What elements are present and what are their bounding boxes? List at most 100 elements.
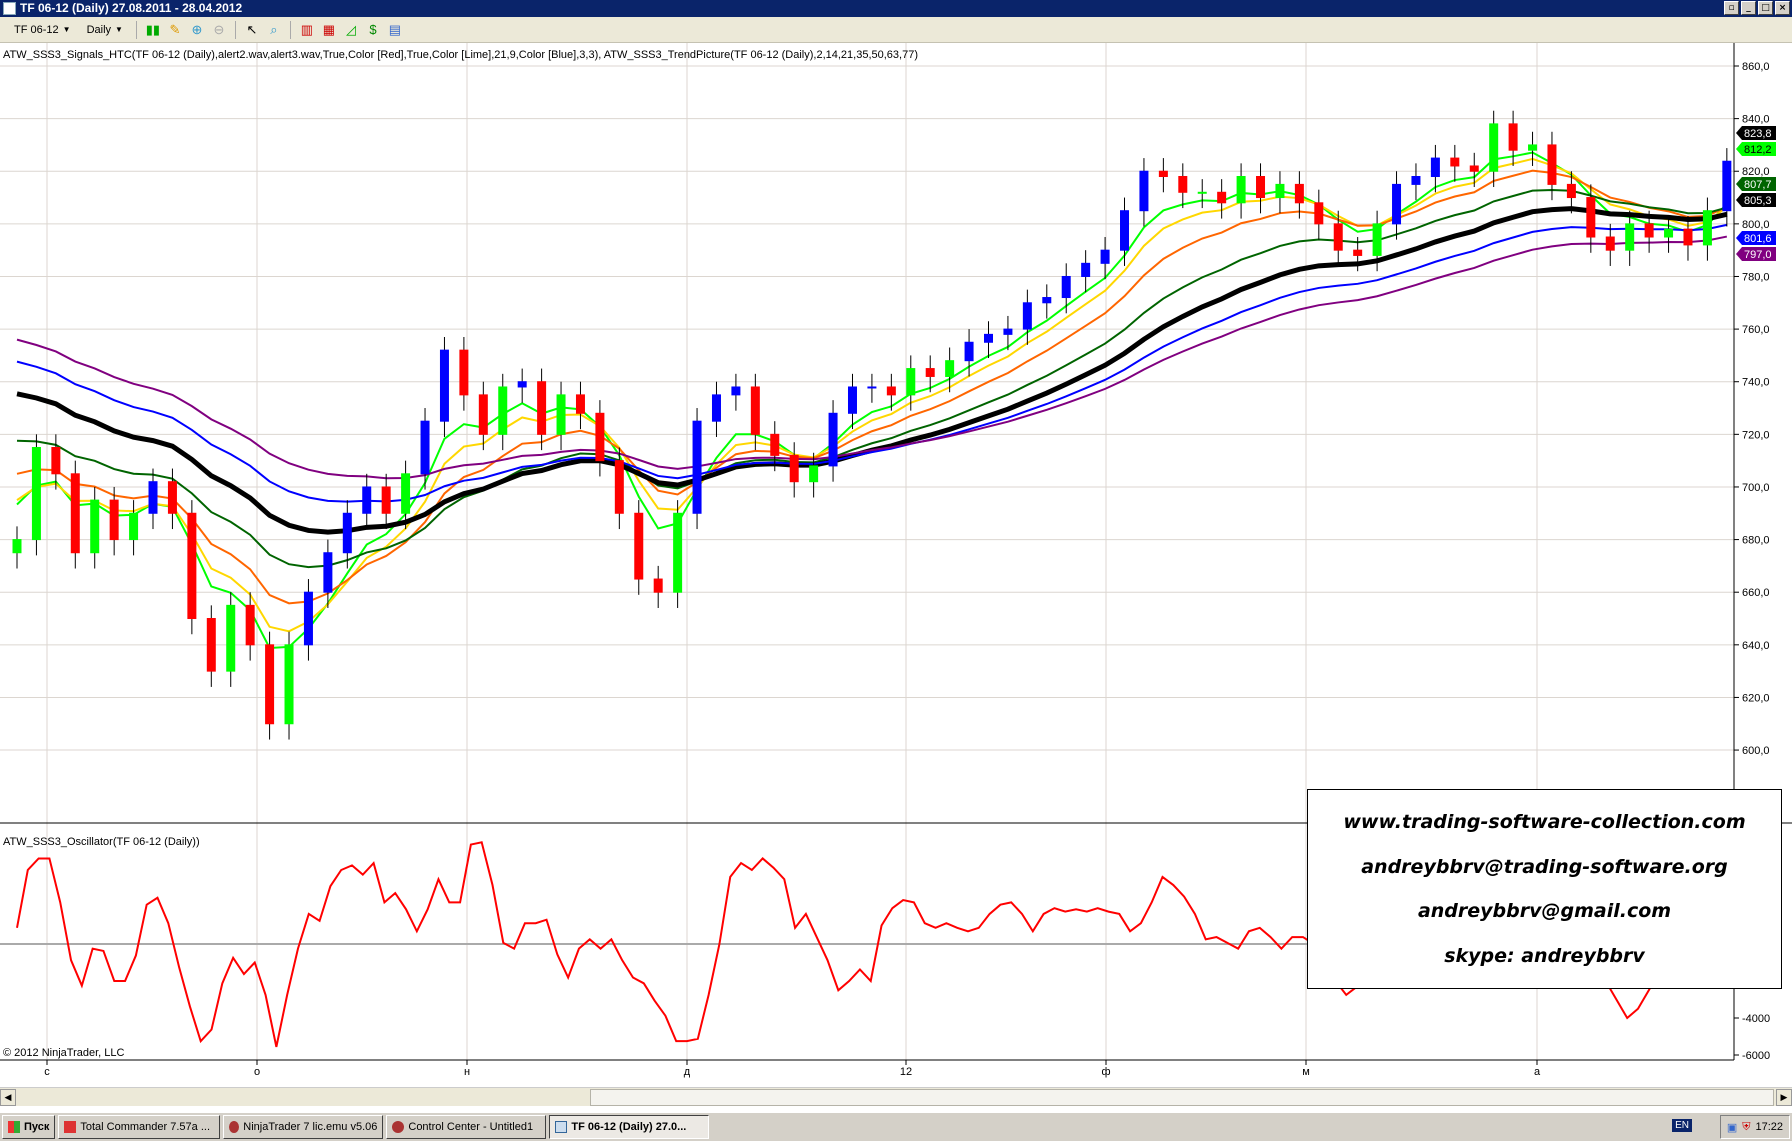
y-tick-label: 700,0 — [1742, 482, 1770, 494]
candle-body — [964, 341, 974, 362]
candle-body — [420, 420, 430, 475]
start-button[interactable]: Пуск — [2, 1115, 56, 1139]
watermark-line: skype: andreybbrv — [1444, 944, 1645, 967]
horizontal-scrollbar[interactable]: ◀ ▶ — [0, 1087, 1792, 1106]
last-value-tag — [1736, 193, 1776, 207]
window-title-bar: TF 06-12 (Daily) 27.08.2011 - 28.04.2012… — [0, 0, 1792, 17]
instrument-label: TF 06-12 — [14, 23, 59, 36]
candle-body — [90, 499, 100, 554]
x-axis-label: 12 — [899, 1066, 913, 1078]
chart-icon — [555, 1121, 568, 1133]
moving-average-line — [16, 169, 1728, 605]
candle-body — [1644, 223, 1654, 238]
maximize-button[interactable]: □ — [1758, 1, 1773, 15]
minimize-button[interactable]: _ — [1741, 1, 1756, 15]
candle-body — [750, 386, 760, 435]
candle-body — [789, 454, 799, 483]
last-value-label: 823,8 — [1744, 128, 1772, 140]
zoom-out-icon[interactable]: ⊖ — [213, 21, 225, 37]
last-value-label: 797,0 — [1744, 249, 1772, 261]
candle-body — [51, 446, 61, 475]
taskbar-item-total-commander[interactable]: Total Commander 7.57a ... — [58, 1115, 221, 1139]
close-button[interactable]: × — [1775, 1, 1790, 15]
y-tick-label: 740,0 — [1742, 377, 1770, 389]
candle-body — [1217, 191, 1227, 204]
candle-body — [1625, 223, 1635, 251]
candle-body — [148, 481, 158, 514]
y-tick-label: 860,0 — [1742, 61, 1770, 73]
chart-app-icon — [3, 2, 16, 15]
candle-body — [1469, 165, 1479, 172]
y-tick-label: 840,0 — [1742, 114, 1770, 126]
candle-body — [828, 412, 838, 467]
chart-style-icon[interactable]: ▮▮ — [145, 21, 161, 37]
candle-body — [556, 394, 566, 435]
taskbar-item-ninjatrader[interactable]: NinjaTrader 7 lic.emu v5.06 — [223, 1115, 384, 1139]
candle-body — [187, 512, 197, 620]
strategies-icon[interactable]: ◿ — [345, 21, 356, 37]
shield-icon[interactable]: ⛨ — [1742, 1120, 1751, 1133]
instrument-dropdown[interactable]: TF 06-12 ▼ — [8, 24, 77, 36]
candle-body — [906, 368, 916, 396]
y-tick-label: 680,0 — [1742, 535, 1770, 547]
moving-average-line — [16, 235, 1728, 480]
scroll-thumb[interactable] — [590, 1089, 1774, 1106]
pencil-icon[interactable]: ✎ — [169, 21, 181, 37]
last-value-label: 805,3 — [1744, 195, 1772, 207]
cursor-icon[interactable]: ↖ — [246, 21, 258, 37]
period-dropdown[interactable]: Daily ▼ — [81, 24, 129, 36]
dollar-icon[interactable]: $ — [369, 22, 377, 37]
chart-toolbar: TF 06-12 ▼ Daily ▼ ▮▮ ✎ ⊕ ⊖ ↖ ⌕ ▥ ▦ ◿ $ ▤ — [0, 17, 1792, 43]
candle-body — [342, 512, 352, 554]
candle-body — [1586, 197, 1596, 238]
data-series-icon[interactable]: ▥ — [300, 21, 314, 37]
osc-y-tick-label: -4000 — [1742, 1013, 1770, 1025]
properties-icon[interactable]: ▤ — [388, 21, 402, 37]
watermark-line: andreybbrv@gmail.com — [1417, 900, 1672, 923]
x-axis-label: м — [1302, 1066, 1310, 1078]
moving-average-line — [16, 188, 1728, 569]
last-value-tag — [1736, 231, 1776, 245]
candle-body — [1003, 328, 1013, 335]
taskbar-item-control-center[interactable]: Control Center - Untitled1 — [386, 1115, 547, 1139]
candle-body — [1120, 210, 1130, 251]
scroll-left-button[interactable]: ◀ — [0, 1089, 16, 1106]
x-axis-label: а — [1533, 1066, 1541, 1078]
candle-body — [634, 512, 644, 580]
candle-body — [1528, 144, 1538, 151]
candle-body — [809, 465, 819, 483]
last-value-tag — [1736, 247, 1776, 261]
candle-body — [129, 512, 139, 541]
taskbar-item-chart[interactable]: TF 06-12 (Daily) 27.0... — [549, 1115, 710, 1139]
task-label: NinjaTrader 7 lic.emu v5.06 — [243, 1121, 378, 1133]
scroll-right-button[interactable]: ▶ — [1776, 1089, 1792, 1106]
candle-body — [867, 386, 877, 389]
candle-body — [12, 539, 22, 554]
restore-icon[interactable]: ▫ — [1724, 1, 1739, 15]
last-value-tag — [1736, 177, 1776, 191]
network-icon[interactable]: ▣ — [1726, 1121, 1738, 1134]
last-value-label: 807,7 — [1744, 179, 1772, 191]
candle-body — [653, 578, 663, 593]
candle-body — [167, 481, 177, 514]
y-tick-label: 620,0 — [1742, 692, 1770, 704]
language-indicator[interactable]: EN — [1672, 1119, 1692, 1132]
y-tick-label: 600,0 — [1742, 745, 1770, 757]
candle-body — [1197, 191, 1207, 194]
candle-body — [1450, 157, 1460, 167]
candle-body — [206, 618, 216, 672]
candle-body — [362, 486, 372, 514]
total-commander-icon — [64, 1121, 77, 1133]
last-value-tag — [1736, 126, 1776, 140]
candle-body — [1158, 170, 1168, 178]
candle-body — [537, 381, 547, 435]
zoom-in-icon[interactable]: ⊕ — [191, 21, 203, 37]
candle-body — [770, 433, 780, 456]
candle-body — [439, 349, 449, 422]
indicators-icon[interactable]: ▦ — [322, 21, 336, 37]
clock: 17:22 — [1755, 1121, 1783, 1133]
watermark-box: www.trading-software-collection.com andr… — [1307, 789, 1782, 989]
watermark-line: www.trading-software-collection.com — [1343, 811, 1746, 834]
candle-body — [1042, 297, 1052, 304]
magnifier-icon[interactable]: ⌕ — [270, 21, 278, 37]
